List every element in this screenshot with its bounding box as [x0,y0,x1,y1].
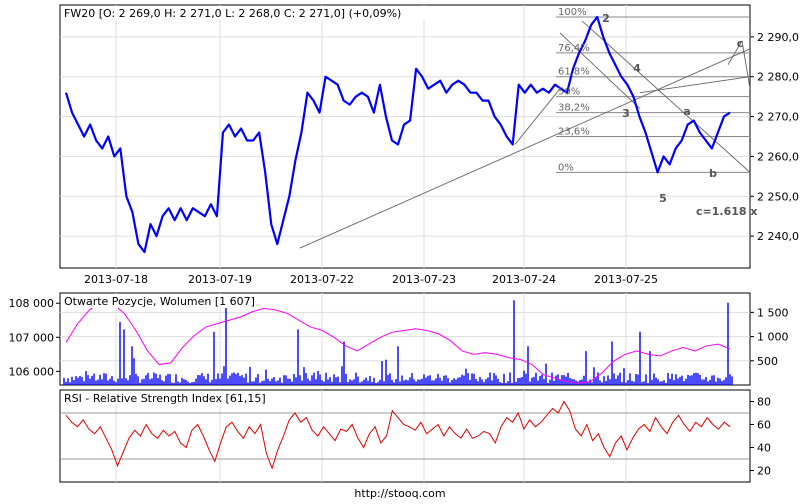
wave-label: b [709,167,717,180]
fibonacci-level-label: 61,8% [558,67,590,78]
fibonacci-labels: 100% 76,4% 61,8% 50% 38,2% 23,6% 0% [558,7,590,173]
volume-tick-label: 500 [757,355,778,368]
trend-line [741,40,751,89]
trend-line [559,32,641,109]
rsi-axis-ticks: 20 40 60 80 [750,396,771,478]
volume-panel-title: Otwarte Pozycje, Wolumen [1 607] [64,295,255,308]
rsi-tick-label: 60 [757,419,771,432]
date-tick-label: 2013-07-18 [84,273,148,286]
fibonacci-level-label: 50% [558,87,580,98]
price-tick-label: 2 260,0 [757,150,799,163]
fibonacci-level-label: 100% [558,7,587,18]
oi-tick-label: 107 000 [9,331,55,344]
date-tick-label: 2013-07-23 [392,273,456,286]
main-title-bg [61,6,431,20]
open-interest-series [65,300,731,384]
annotation-lines [299,16,751,249]
date-tick-label: 2013-07-19 [188,273,252,286]
fibonacci-level-label: 38,2% [558,103,590,114]
fibonacci-level-label: 0% [558,162,574,173]
wave-label: 3 [622,107,630,120]
price-tick-label: 2 280,0 [757,71,799,84]
date-axis-ticks: 2013-07-18 2013-07-19 2013-07-22 2013-07-23… [84,273,658,286]
wave-label: c [737,37,744,50]
rsi-panel-title: RSI - Relative Strength Index [61,15] [64,392,266,405]
trend-line [727,40,743,66]
main-chart-title: FW20 [O: 2 269,0 H: 2 271,0 L: 2 268,0 C… [64,7,401,20]
rsi-title-bg [61,391,291,405]
fibonacci-level-label: 23,6% [558,127,590,138]
price-line [64,15,731,254]
volume-tick-label: 1 000 [757,331,789,344]
wave-extension-annotation: c=1.618 x [696,205,757,218]
date-tick-label: 2013-07-25 [594,273,658,286]
rsi-panel-frame [59,389,751,483]
rsi-tick-label: 20 [757,465,771,478]
rsi-tick-label: 40 [757,442,771,455]
wave-labels: 2 3 4 5 a b c [602,12,743,205]
volume-bars [63,300,733,385]
open-interest-line [65,300,731,384]
wave-label: 2 [602,12,610,25]
oi-tick-label: 106 000 [9,365,55,378]
volume-title-bg [61,294,276,308]
price-axis-ticks: 2 240,0 2 250,0 2 260,0 2 270,0 2 280,0 2 290… [750,31,799,243]
trend-line [299,48,751,249]
price-tick-label: 2 290,0 [757,31,799,44]
main-grid [60,5,750,482]
date-tick-label: 2013-07-22 [290,273,354,286]
price-series [64,15,731,254]
rsi-tick-label: 80 [757,396,771,409]
wave-label: 4 [633,62,641,75]
open-interest-axis-ticks: 106 000 107 000 108 000 [9,297,60,378]
rsi-grid [60,412,750,460]
wave-label: 5 [659,192,667,205]
fibonacci-level-label: 76,4% [558,43,590,54]
price-tick-label: 2 240,0 [757,230,799,243]
volume-tick-label: 1 500 [757,306,789,319]
volume-axis-ticks: 500 1 000 1 500 [750,306,789,368]
trend-line [581,20,751,173]
trend-line [514,88,561,145]
wave-label: a [683,105,690,118]
footer-url: http://stooq.com [354,487,445,500]
rsi-line [65,400,731,470]
oi-tick-label: 108 000 [9,297,55,310]
trend-line [639,76,751,94]
volume-panel-frame [59,292,751,386]
date-tick-label: 2013-07-24 [492,273,556,286]
price-tick-label: 2 270,0 [757,111,799,124]
price-tick-label: 2 250,0 [757,190,799,203]
volume-grid [60,311,750,362]
rsi-series [65,400,731,470]
